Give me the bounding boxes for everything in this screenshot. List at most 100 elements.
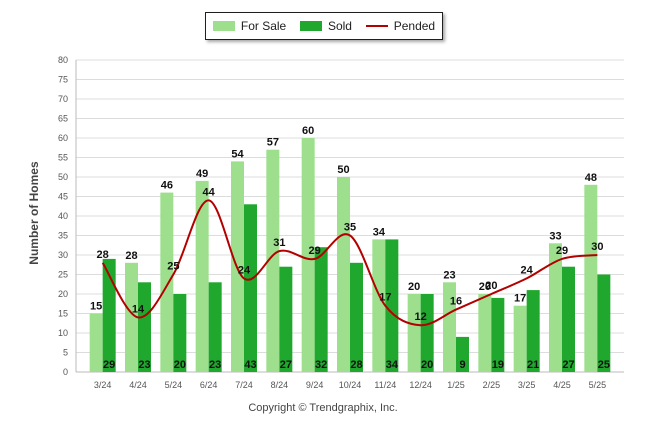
bar-sold bbox=[385, 239, 399, 372]
data-label-pended: 14 bbox=[132, 303, 145, 315]
bar-sold bbox=[562, 266, 575, 372]
data-label-pended: 44 bbox=[203, 186, 216, 198]
x-tick-label: 2/25 bbox=[483, 380, 501, 390]
data-label-pended: 24 bbox=[521, 264, 534, 276]
y-tick-label: 10 bbox=[58, 328, 68, 338]
legend-item-sold[interactable]: Sold bbox=[299, 19, 352, 33]
copyright: Copyright © Trendgraphix, Inc. bbox=[248, 402, 398, 414]
data-label-for-sale: 57 bbox=[267, 137, 279, 149]
x-tick-label: 1/25 bbox=[447, 380, 465, 390]
data-label-sold: 20 bbox=[174, 359, 186, 371]
sold-swatch bbox=[299, 21, 322, 31]
bar-for-sale bbox=[266, 149, 280, 372]
data-label-sold: 25 bbox=[598, 359, 610, 371]
data-label-pended: 20 bbox=[485, 280, 497, 292]
y-tick-labels: 0 5 10 15 20 25 30 35 40 45 50 55 60 65 70 75 80 bbox=[58, 55, 68, 377]
data-label-for-sale: 46 bbox=[161, 180, 173, 192]
y-tick-label: 80 bbox=[58, 55, 68, 65]
data-label-for-sale: 23 bbox=[443, 269, 455, 281]
x-tick-label: 3/25 bbox=[518, 380, 536, 390]
data-label-for-sale: 28 bbox=[125, 250, 137, 262]
pended-swatch bbox=[365, 25, 388, 27]
bar-sold bbox=[420, 294, 434, 372]
legend-item-for-sale[interactable]: For Sale bbox=[212, 19, 287, 33]
y-axis-label: Number of Homes bbox=[27, 161, 41, 265]
bar-sold bbox=[102, 258, 116, 372]
y-tick-label: 5 bbox=[63, 348, 68, 358]
x-tick-label: 7/24 bbox=[235, 380, 253, 390]
x-tick-label: 4/24 bbox=[129, 380, 147, 390]
data-label-sold: 23 bbox=[209, 359, 221, 371]
data-label-pended: 30 bbox=[591, 241, 603, 253]
data-label-pended: 24 bbox=[238, 264, 251, 276]
y-tick-label: 70 bbox=[58, 94, 68, 104]
x-tick-label: 5/25 bbox=[589, 380, 607, 390]
bar-for-sale bbox=[549, 243, 562, 372]
bar-sold bbox=[208, 282, 222, 372]
bar-sold bbox=[138, 282, 151, 372]
data-label-for-sale: 17 bbox=[514, 293, 526, 305]
x-tick-label: 10/24 bbox=[339, 380, 362, 390]
data-label-sold: 9 bbox=[459, 359, 465, 371]
bar-for-sale bbox=[513, 305, 527, 372]
data-label-pended: 31 bbox=[273, 237, 285, 249]
data-label-sold: 20 bbox=[421, 359, 433, 371]
y-tick-label: 30 bbox=[58, 250, 68, 260]
data-label-pended: 29 bbox=[556, 245, 568, 257]
x-tick-label: 11/24 bbox=[374, 380, 396, 390]
data-label-for-sale: 15 bbox=[90, 301, 102, 313]
x-tick-label: 4/25 bbox=[553, 380, 571, 390]
data-label-for-sale: 20 bbox=[408, 281, 420, 293]
y-tick-label: 60 bbox=[58, 133, 68, 143]
data-label-pended: 25 bbox=[167, 261, 179, 273]
y-tick-label: 25 bbox=[58, 270, 68, 280]
bar-sold bbox=[279, 266, 293, 372]
data-label-sold: 23 bbox=[138, 359, 150, 371]
bar-sold bbox=[526, 290, 540, 372]
pended-line-layer bbox=[101, 199, 598, 327]
legend-label-for-sale: For Sale bbox=[240, 19, 287, 33]
data-label-sold: 27 bbox=[280, 359, 292, 371]
data-label-pended: 12 bbox=[415, 311, 427, 323]
y-tick-label: 0 bbox=[63, 367, 68, 377]
legend-label-sold: Sold bbox=[327, 19, 352, 33]
bar-sold bbox=[491, 297, 505, 372]
legend-label-pended: Pended bbox=[393, 19, 436, 33]
bar-for-sale bbox=[160, 192, 174, 372]
data-label-sold: 43 bbox=[244, 359, 256, 371]
bar-for-sale bbox=[443, 282, 456, 372]
data-labels: 1529282346204923544357276032502834342020… bbox=[90, 125, 610, 371]
bar-for-sale bbox=[125, 262, 138, 372]
data-label-sold: 27 bbox=[562, 359, 574, 371]
data-label-sold: 19 bbox=[492, 359, 504, 371]
y-tick-label: 55 bbox=[58, 153, 68, 163]
bar-sold bbox=[173, 294, 187, 372]
data-label-sold: 28 bbox=[350, 359, 362, 371]
bar-for-sale bbox=[372, 239, 386, 372]
x-tick-label: 6/24 bbox=[200, 380, 218, 390]
x-tick-label: 5/24 bbox=[165, 380, 183, 390]
y-tick-label: 50 bbox=[58, 172, 68, 182]
legend-item-pended[interactable]: Pended bbox=[365, 19, 436, 33]
bar-sold bbox=[350, 262, 363, 372]
bar-sold bbox=[456, 336, 469, 372]
y-tick-label: 15 bbox=[58, 309, 68, 319]
bar-for-sale bbox=[89, 313, 103, 372]
data-label-for-sale: 49 bbox=[196, 168, 208, 180]
for-sale-swatch bbox=[212, 21, 235, 31]
y-tick-label: 40 bbox=[58, 211, 68, 221]
data-label-for-sale: 60 bbox=[302, 125, 314, 137]
bar-sold bbox=[314, 247, 328, 372]
data-label-for-sale: 48 bbox=[585, 172, 597, 184]
data-label-for-sale: 20 bbox=[479, 281, 491, 293]
data-label-sold: 34 bbox=[386, 359, 399, 371]
data-label-for-sale: 33 bbox=[549, 230, 561, 242]
data-label-pended: 29 bbox=[309, 245, 321, 257]
bar-for-sale bbox=[301, 138, 315, 372]
data-label-sold: 32 bbox=[315, 359, 327, 371]
x-tick-label: 12/24 bbox=[409, 380, 432, 390]
bar-sold bbox=[244, 204, 257, 372]
y-tick-label: 75 bbox=[58, 75, 68, 85]
data-label-pended: 17 bbox=[379, 292, 391, 304]
